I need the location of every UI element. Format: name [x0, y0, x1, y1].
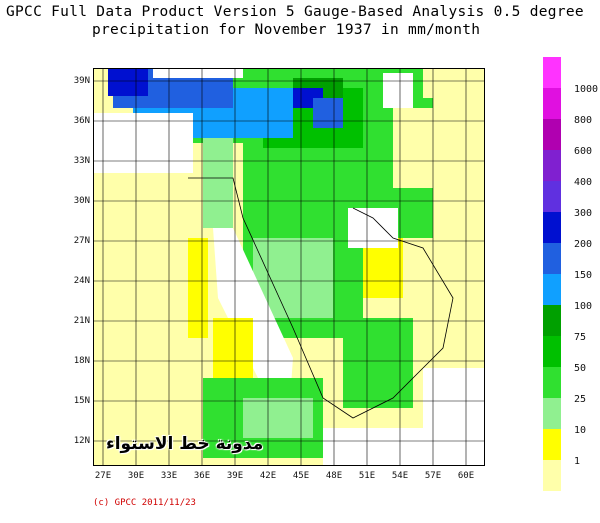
lon-label: 36E: [193, 471, 211, 481]
legend-swatch: [543, 429, 561, 460]
lon-label: 42E: [259, 471, 277, 481]
region-yellow-egypt: [188, 238, 208, 338]
legend-swatch: [543, 181, 561, 212]
lon-label: 33E: [160, 471, 178, 481]
lon-label: 48E: [325, 471, 343, 481]
legend-swatch: [543, 57, 561, 88]
gulf-of-aden: [323, 428, 423, 466]
legend-label: 50: [574, 363, 587, 374]
lat-label: 18N: [73, 356, 90, 366]
lon-label: 51E: [358, 471, 376, 481]
legend-label: 75: [574, 332, 587, 343]
legend-label: 400: [574, 177, 593, 188]
legend-swatch: [543, 243, 561, 274]
lat-label: 33N: [73, 156, 90, 166]
caspian-sea: [383, 73, 413, 108]
region-yellow-sudan: [213, 318, 253, 378]
legend-label: 600: [574, 146, 593, 157]
legend-label: 150: [574, 270, 593, 281]
legend-swatch: [543, 367, 561, 398]
lat-label: 21N: [73, 316, 90, 326]
legend-swatch: [543, 212, 561, 243]
region-blue-ne: [313, 98, 343, 128]
precipitation-map: [93, 68, 485, 466]
legend-label: 1000: [574, 84, 599, 95]
lon-label: 27E: [94, 471, 112, 481]
legend-swatch: [543, 119, 561, 150]
region-dry-north-east: [393, 108, 485, 188]
lon-label: 57E: [424, 471, 442, 481]
watermark-text: مدونة خط الاستواء: [106, 434, 264, 454]
lat-label: 39N: [73, 76, 90, 86]
copyright-credit: (c) GPCC 2011/11/23: [93, 498, 196, 508]
color-legend: [543, 57, 563, 491]
region-green-yemen: [343, 318, 413, 408]
legend-swatch: [543, 274, 561, 305]
legend-swatch: [543, 336, 561, 367]
mediterranean: [93, 113, 193, 173]
map-frame: [93, 68, 485, 466]
lat-label: 15N: [73, 396, 90, 406]
legend-swatch: [543, 88, 561, 119]
legend-swatch: [543, 460, 561, 491]
grid-lines: [93, 68, 485, 466]
lat-label: 24N: [73, 276, 90, 286]
title-line-2: precipitation for November 1937 in mm/mo…: [92, 22, 481, 38]
legend-label: 10: [574, 425, 587, 436]
region-darkblue-nw: [108, 68, 148, 96]
lat-label: 30N: [73, 196, 90, 206]
legend-label: 300: [574, 208, 593, 219]
legend-label: 25: [574, 394, 587, 405]
legend-swatch: [543, 305, 561, 336]
legend-swatch: [543, 150, 561, 181]
title-line-1: GPCC Full Data Product Version 5 Gauge-B…: [6, 4, 584, 20]
lon-label: 39E: [226, 471, 244, 481]
region-dry-arabia-east: [403, 238, 485, 378]
legend-label: 200: [574, 239, 593, 250]
black-sea: [153, 68, 243, 78]
legend-label: 100: [574, 301, 593, 312]
lon-label: 30E: [127, 471, 145, 481]
persian-gulf: [348, 208, 398, 248]
legend-swatch: [543, 398, 561, 429]
region-pale-levant: [203, 138, 233, 228]
lon-label: 60E: [457, 471, 475, 481]
legend-label: 1: [574, 456, 581, 467]
lat-label: 12N: [73, 436, 90, 446]
lat-label: 27N: [73, 236, 90, 246]
coastline: [188, 177, 454, 419]
legend-label: 800: [574, 115, 593, 126]
lon-label: 54E: [391, 471, 409, 481]
lon-label: 45E: [292, 471, 310, 481]
arabian-sea: [423, 368, 485, 466]
region-pale-horn: [243, 398, 313, 438]
lat-label: 36N: [73, 116, 90, 126]
